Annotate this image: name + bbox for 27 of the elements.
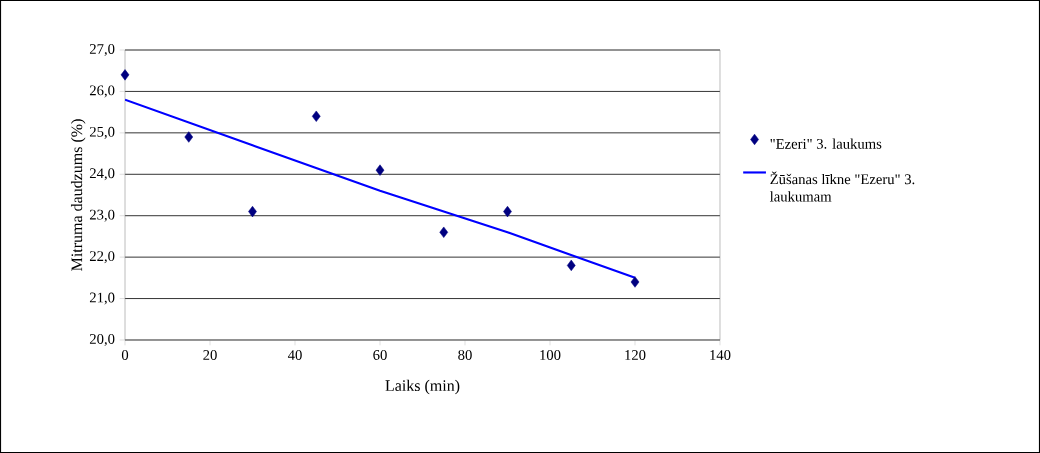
x-tick-label: 100 (540, 350, 561, 360)
point (375, 164, 385, 176)
x-tick-label: 20 (203, 350, 217, 360)
point (184, 131, 194, 143)
x-tick-label: 80 (458, 350, 472, 360)
y-tick-label: 27,0 (89, 44, 115, 57)
x-tick-label: 0 (121, 350, 129, 360)
y-tick-label: 21,0 (89, 292, 115, 305)
legend-label: "Ezeri" 3. laukums (770, 138, 882, 149)
x-axis-title: Laiks (min) (385, 379, 460, 395)
y-tick-label: 25,0 (89, 126, 115, 139)
point (630, 276, 640, 288)
legend-label: Žūšanas līkne "Ezeru" 3. laukumam (769, 171, 915, 202)
x-tick-label: 60 (373, 350, 387, 360)
y-tick-label: 24,0 (89, 168, 115, 181)
x-tick-label: 120 (625, 350, 646, 360)
x-tick-label: 40 (287, 350, 302, 360)
x-tick-label: 140 (710, 350, 731, 360)
y-tick-label: 20,0 (89, 333, 115, 346)
point (120, 69, 130, 81)
y-axis-title: Mitruma daudzums (%) (70, 119, 86, 271)
y-tick-label: 26,0 (89, 85, 115, 98)
y-tick-label: 22,0 (89, 251, 115, 264)
point (566, 259, 576, 272)
y-tick-label: 23,0 (89, 209, 115, 222)
point (311, 110, 321, 122)
point (439, 226, 449, 238)
